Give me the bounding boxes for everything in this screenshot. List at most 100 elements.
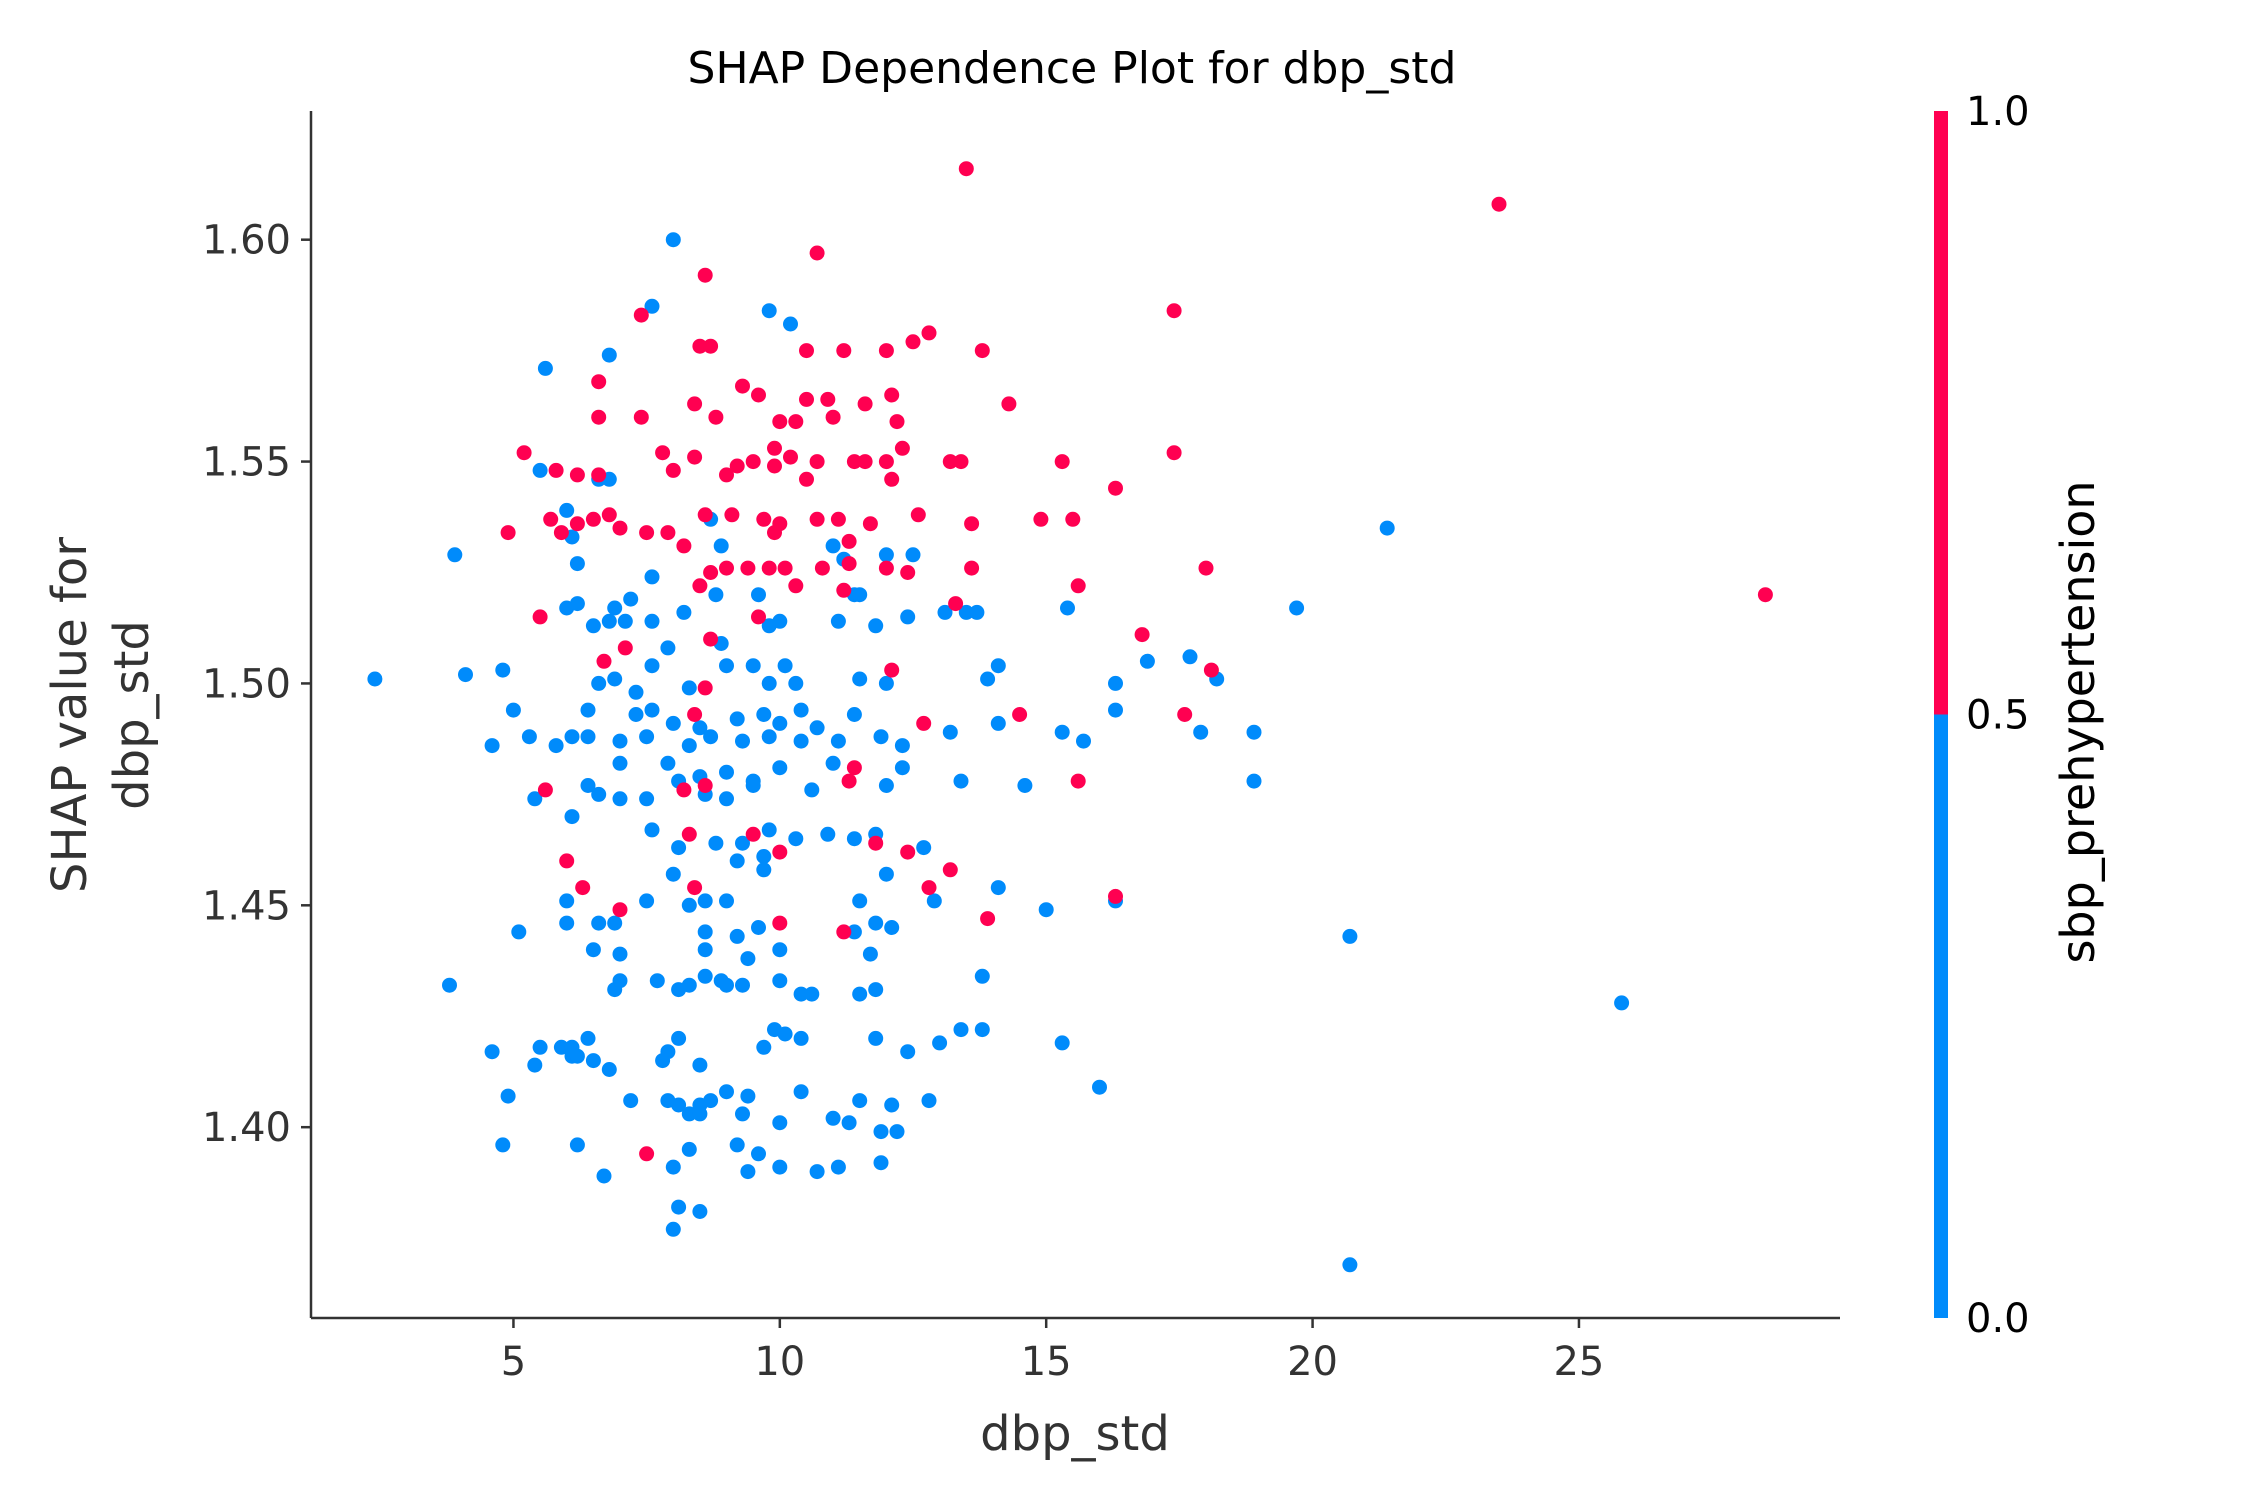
scatter-point	[703, 565, 719, 580]
scatter-point	[607, 600, 623, 616]
scatter-point	[1108, 702, 1123, 718]
scatter-point	[735, 1106, 750, 1122]
scatter-point	[548, 462, 564, 478]
scatter-point	[1054, 1035, 1070, 1051]
scatter-point	[1092, 1079, 1107, 1095]
scatter-point	[703, 338, 719, 354]
scatter-point	[591, 675, 607, 691]
scatter-point	[703, 729, 719, 745]
scatter-point	[703, 1093, 719, 1109]
scatter-point	[878, 778, 894, 793]
scatter-point	[830, 733, 846, 749]
scatter-point	[740, 951, 756, 967]
scatter-point	[442, 977, 457, 993]
scatter-point	[633, 307, 649, 323]
scatter-point	[692, 338, 708, 354]
scatter-point	[1342, 1257, 1358, 1273]
scatter-point	[740, 1088, 756, 1104]
scatter-point	[793, 733, 809, 749]
scatter-point	[878, 343, 894, 359]
scatter-point	[628, 707, 644, 722]
scatter-point	[569, 1048, 585, 1064]
scatter-point	[852, 893, 868, 909]
scatter-point	[729, 928, 745, 944]
scatter-point	[1139, 653, 1155, 669]
scatter-point	[585, 1053, 601, 1069]
scatter-point	[836, 343, 852, 359]
y-axis-label-line-2: dbp_std	[104, 620, 160, 810]
scatter-point	[607, 915, 623, 931]
scatter-point	[868, 915, 884, 931]
scatter-point	[1108, 480, 1123, 496]
y-tick-label: 1.45	[202, 883, 291, 929]
scatter-point	[1182, 649, 1198, 665]
scatter-point	[772, 844, 788, 860]
scatter-point	[740, 560, 756, 576]
scatter-point	[990, 715, 1006, 731]
scatter-point	[484, 738, 500, 754]
scatter-point	[980, 911, 996, 927]
scatter-point	[676, 782, 692, 798]
scatter-point	[830, 613, 846, 629]
scatter-point	[761, 729, 777, 745]
scatter-point	[1070, 578, 1086, 594]
scatter-point	[687, 396, 703, 412]
scatter-point	[665, 715, 681, 731]
scatter-point	[532, 1039, 548, 1055]
scatter-point	[665, 866, 681, 882]
scatter-point	[580, 778, 596, 793]
scatter-point	[889, 1124, 905, 1140]
scatter-point	[511, 924, 527, 940]
scatter-point	[687, 707, 703, 722]
scatter-point	[644, 613, 660, 629]
scatter-point	[692, 1106, 708, 1122]
scatter-point	[799, 343, 814, 359]
scatter-point	[878, 547, 894, 563]
scatter-point	[681, 1141, 697, 1157]
scatter-point	[553, 1039, 569, 1055]
scatter-point	[1012, 707, 1028, 722]
scatter-point	[852, 587, 868, 603]
scatter-point	[671, 1030, 687, 1046]
scatter-point	[878, 866, 894, 882]
scatter-point	[617, 640, 633, 656]
scatter-point	[681, 738, 697, 754]
scatter-point	[868, 618, 884, 634]
scatter-point	[719, 1084, 734, 1100]
scatter-point	[607, 671, 623, 687]
scatter-point	[857, 454, 873, 470]
scatter-point	[655, 445, 671, 461]
scatter-point	[585, 618, 601, 634]
scatter-point	[575, 880, 591, 896]
scatter-point	[846, 760, 862, 776]
scatter-point	[756, 862, 772, 878]
scatter-point	[596, 1168, 612, 1184]
scatter-point	[1033, 511, 1049, 527]
scatter-point	[900, 1044, 916, 1060]
scatter-point	[814, 560, 830, 576]
scatter-point	[495, 662, 511, 678]
scatter-point	[820, 391, 836, 407]
colorbar-tick-label: 0.5	[1966, 693, 2030, 739]
scatter-point	[868, 835, 884, 851]
scatter-point	[772, 973, 788, 989]
scatter-point	[644, 658, 660, 674]
scatter-point	[655, 1053, 671, 1069]
scatter-point	[505, 702, 521, 718]
scatter-point	[980, 671, 996, 687]
scatter-point	[596, 653, 612, 669]
scatter-point	[623, 591, 639, 607]
scatter-point	[1289, 600, 1305, 616]
scatter-point	[458, 667, 473, 683]
scatter-point	[580, 702, 596, 718]
scatter-point	[569, 556, 585, 572]
colorbar: 0.0 0.5 1.0	[1934, 89, 2030, 1342]
scatter-point	[719, 791, 734, 807]
scatter-point	[830, 511, 846, 527]
scatter-point	[681, 897, 697, 913]
scatter-point	[809, 1164, 825, 1180]
scatter-point	[612, 902, 628, 918]
scatter-point	[591, 467, 607, 483]
scatter-point	[1134, 627, 1150, 643]
scatter-point	[889, 414, 905, 430]
